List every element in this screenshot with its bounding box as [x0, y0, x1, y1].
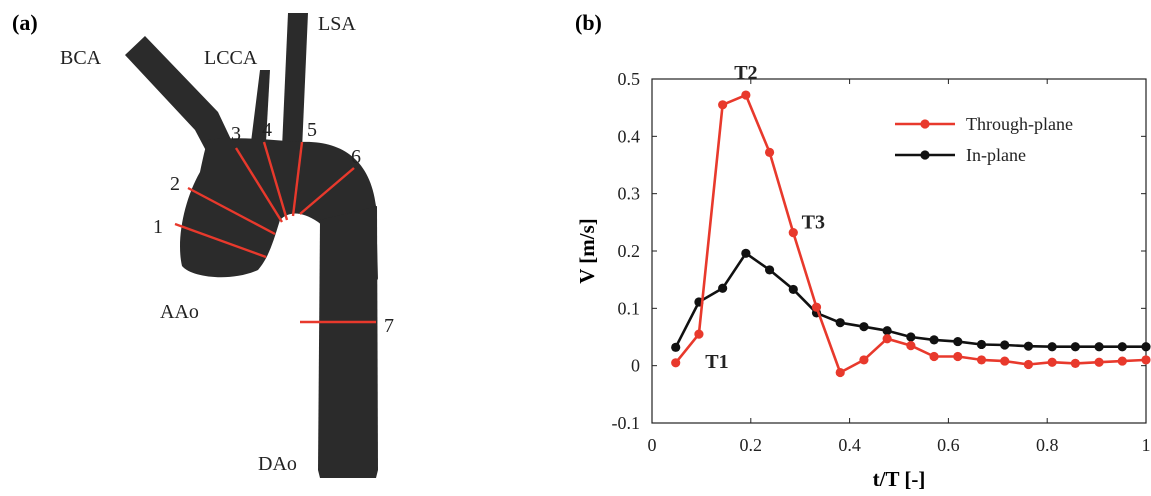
in-plane-point: [1117, 342, 1127, 352]
through-plane-point: [835, 367, 845, 378]
aorta-model-panel: (a) BCA LCCA LSA AAo: [12, 10, 394, 478]
plane-label-7: 7: [384, 315, 394, 337]
cut-plane-line: [234, 147, 284, 223]
in-plane-point: [1070, 342, 1080, 352]
in-plane-point: [1023, 341, 1034, 351]
label-aao: AAo: [160, 301, 199, 323]
y-tick-label: -0.1: [612, 413, 641, 433]
cut-plane-line: [291, 141, 304, 217]
through-plane-point: [671, 358, 681, 368]
legend-through-plane-label: Through-plane: [966, 114, 1073, 134]
in-plane-point: [976, 339, 987, 350]
y-tick-label: 0.5: [618, 69, 641, 89]
cut-planes: [174, 141, 376, 324]
y-tick-label: 0.4: [618, 126, 641, 146]
plane-label-3: 3: [231, 123, 241, 145]
label-bca: BCA: [60, 47, 102, 69]
through-plane-point: [882, 334, 892, 344]
in-plane-point: [764, 265, 775, 275]
through-plane-point: [953, 351, 963, 362]
label-lcca: LCCA: [204, 47, 258, 69]
in-plane-point: [906, 332, 916, 342]
y-tick-label: 0: [631, 356, 640, 376]
x-tick-label: 0.6: [937, 435, 960, 455]
x-tick-label: 0.2: [740, 435, 763, 455]
plane-label-6: 6: [351, 146, 361, 168]
through-plane-point: [718, 100, 728, 110]
cut-plane-line: [262, 141, 289, 221]
through-plane-point: [929, 351, 939, 362]
through-plane-point: [1047, 357, 1057, 367]
through-plane-point: [764, 147, 775, 157]
in-plane-point: [1000, 340, 1010, 350]
annotation-t2: T2: [734, 62, 757, 84]
legend: Through-plane In-plane: [895, 114, 1073, 165]
aorta-vessel-shape: [125, 13, 378, 478]
in-plane-point: [1047, 342, 1057, 352]
through-plane-point: [1117, 356, 1127, 366]
annotation-t3: T3: [802, 212, 825, 234]
plane-label-2: 2: [170, 173, 180, 195]
in-plane-point: [835, 318, 845, 328]
velocity-chart-panel: (b) 0 0.2 0.4 0.6 0.8 1 -0.1 0 0.1 0.2 0.3 0.4 0.5 T…: [575, 10, 1151, 491]
through-plane-point: [906, 341, 916, 351]
x-tick-label: 0.8: [1036, 435, 1059, 455]
label-dao: DAo: [258, 453, 297, 475]
plane-label-1: 1: [153, 216, 163, 238]
in-plane-point: [882, 326, 892, 336]
through-plane-point: [788, 228, 798, 238]
panel-a-label: (a): [12, 10, 38, 35]
through-plane-point: [1000, 356, 1010, 366]
in-plane-point: [929, 335, 939, 345]
through-plane-point: [1141, 355, 1151, 365]
x-axis-label: t/T [-]: [873, 467, 926, 491]
cut-plane-line: [187, 186, 276, 236]
through-plane-point: [859, 355, 869, 365]
in-plane-point: [788, 284, 798, 295]
cut-plane-line: [299, 167, 355, 215]
through-plane-point: [694, 329, 704, 339]
in-plane-point: [741, 248, 751, 258]
x-tick-label: 1: [1142, 435, 1151, 455]
axis-ticks: 0 0.2 0.4 0.6 0.8 1 -0.1 0 0.1 0.2 0.3 0.4 0.5: [612, 69, 1151, 455]
through-plane-point: [976, 355, 987, 365]
in-plane-point: [718, 283, 728, 293]
y-tick-label: 0.2: [618, 241, 641, 261]
through-plane-point: [1094, 357, 1104, 367]
through-plane-line: [674, 93, 1147, 374]
in-plane-point: [671, 342, 681, 352]
through-plane-point: [1023, 359, 1034, 370]
plane-label-4: 4: [262, 119, 272, 141]
in-plane-point: [1094, 342, 1104, 352]
y-axis-label: V [m/s]: [575, 218, 599, 284]
through-plane-point: [811, 302, 822, 312]
panel-b-label: (b): [575, 10, 602, 35]
in-plane-point: [1141, 342, 1151, 352]
x-tick-label: 0: [648, 435, 657, 455]
through-plane-point: [741, 90, 751, 100]
in-plane-point: [953, 336, 963, 347]
legend-in-plane-label: In-plane: [966, 145, 1026, 165]
legend-in-plane-marker: [920, 150, 930, 160]
x-tick-label: 0.4: [838, 435, 861, 455]
series-layer: [671, 90, 1151, 378]
cut-plane-line: [174, 222, 267, 259]
through-plane-point: [1070, 358, 1080, 368]
plane-label-5: 5: [307, 119, 317, 141]
label-lsa: LSA: [318, 13, 356, 35]
in-plane-point: [859, 322, 869, 332]
y-tick-label: 0.3: [618, 184, 641, 204]
annotations: T1 T2 T3: [705, 62, 825, 373]
legend-through-plane-marker: [920, 119, 930, 129]
annotation-t1: T1: [705, 351, 728, 373]
y-tick-label: 0.1: [618, 298, 641, 318]
